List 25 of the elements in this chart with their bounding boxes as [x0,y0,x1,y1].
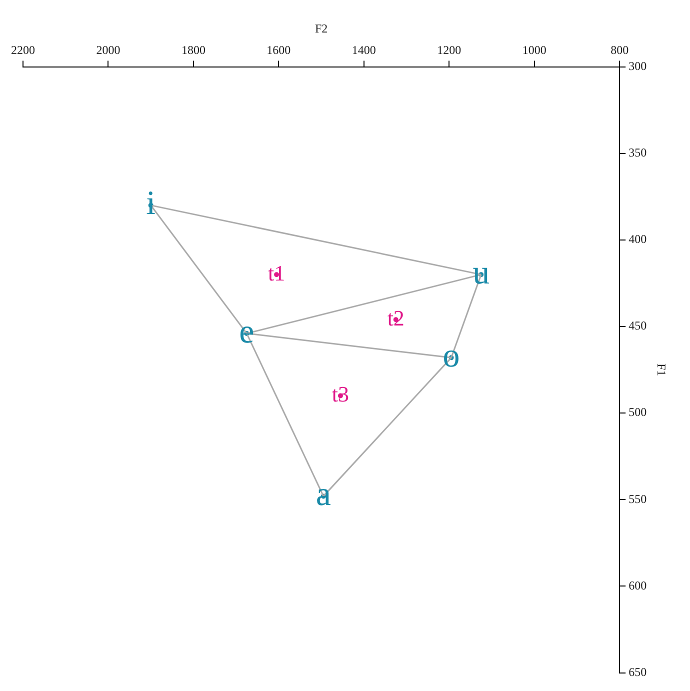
y-tick-label: 550 [628,492,647,506]
y-tick-label: 300 [628,58,647,73]
data-label: e [239,313,254,350]
y-tick-label: 650 [628,664,647,679]
x-tick-label: 800 [610,42,629,57]
x-tick-label: 1000 [522,42,546,57]
y-tick-label: 600 [628,578,647,592]
y-tick-label: 350 [628,146,647,160]
y-tick-label: 400 [628,232,647,246]
data-label: a [316,476,331,514]
x-tick-label: 1400 [352,42,376,57]
x-tick-label: 2000 [96,42,120,57]
y-axis-title: F1 [654,363,669,376]
data-label: t2 [387,305,404,330]
x-tick-label: 1800 [181,42,206,57]
data-label: t3 [332,382,350,407]
data-label: t1 [268,260,286,286]
y-tick-label: 450 [628,318,647,333]
x-tick-label: 1600 [266,42,291,57]
data-label: u [472,254,490,292]
data-label: o [442,338,460,375]
y-tick-label: 500 [628,405,647,420]
x-tick-label: 2200 [11,42,35,57]
x-axis-title: F2 [314,21,328,36]
x-tick-label: 1200 [437,42,462,57]
